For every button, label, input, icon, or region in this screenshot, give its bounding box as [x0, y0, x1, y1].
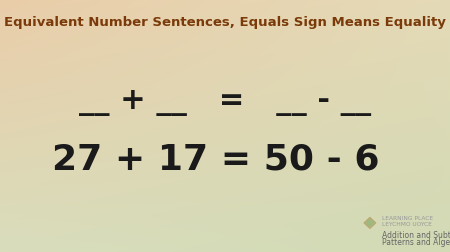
Polygon shape [364, 217, 376, 229]
Text: Addition and Subtraction 22: Addition and Subtraction 22 [382, 230, 450, 239]
Text: LEARNING PLACE
LEYCHMO UOYCE: LEARNING PLACE LEYCHMO UOYCE [382, 215, 433, 226]
Text: Patterns and Algebra 19: Patterns and Algebra 19 [382, 237, 450, 246]
Text: Equivalent Number Sentences, Equals Sign Means Equality: Equivalent Number Sentences, Equals Sign… [4, 16, 446, 29]
Text: __ + __   =   __ - __: __ + __ = __ - __ [79, 86, 371, 115]
Text: 27 + 17 = 50 - 6: 27 + 17 = 50 - 6 [52, 142, 380, 176]
